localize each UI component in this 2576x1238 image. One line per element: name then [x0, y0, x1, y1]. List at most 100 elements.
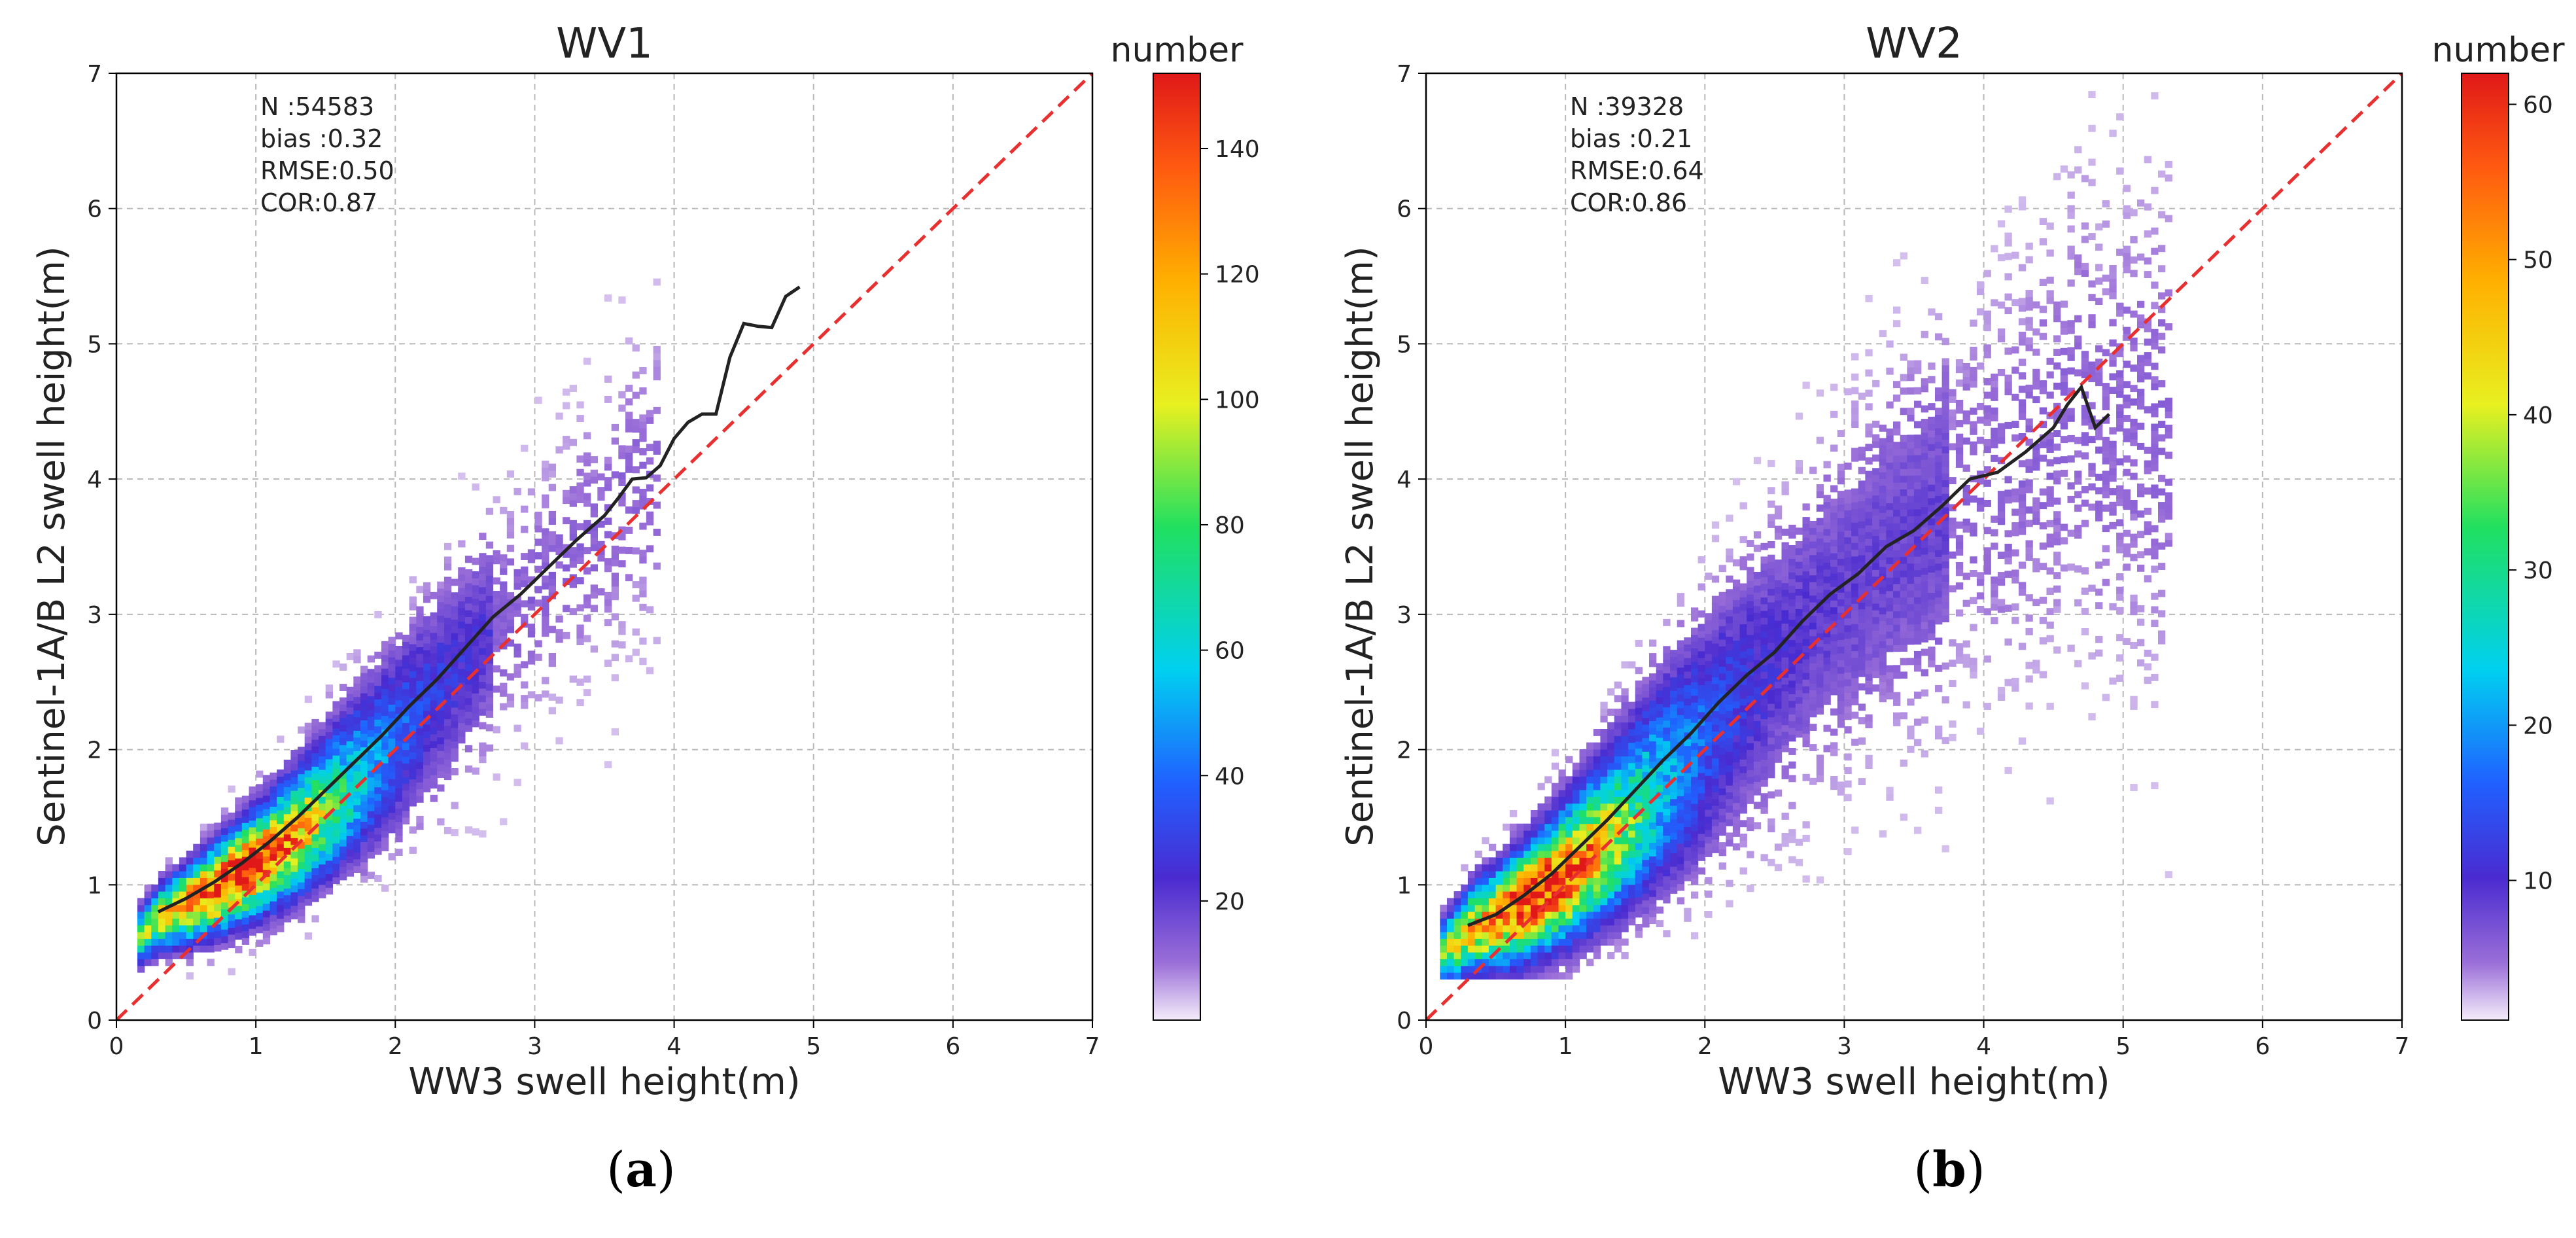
density-cell — [1830, 647, 1838, 655]
density-cell — [1579, 911, 1587, 919]
density-cell — [1851, 616, 1859, 624]
density-cell — [1997, 254, 2006, 262]
density-cell — [2053, 315, 2061, 323]
density-cell — [1705, 877, 1713, 885]
density-cell — [1788, 646, 1796, 654]
density-cell — [374, 712, 382, 720]
density-cell — [1788, 720, 1796, 728]
density-cell — [262, 862, 271, 870]
density-cell — [1865, 667, 1873, 675]
density-cell — [2025, 486, 2033, 493]
density-cell — [346, 741, 354, 749]
density-cell — [2123, 266, 2131, 274]
density-cell — [325, 880, 333, 888]
density-cell — [1516, 898, 1524, 906]
density-cell — [1900, 671, 1907, 679]
density-cell — [262, 883, 271, 891]
density-cell — [1921, 330, 1928, 338]
density-cell — [485, 589, 494, 596]
density-cell — [2081, 520, 2089, 527]
density-cell — [1739, 840, 1747, 848]
density-cell — [346, 734, 354, 741]
density-cell — [1865, 565, 1873, 573]
density-cell — [298, 889, 305, 896]
density-cell — [1656, 805, 1663, 813]
density-cell — [2011, 522, 2019, 529]
density-cell — [304, 797, 312, 805]
density-cell — [1677, 788, 1684, 796]
density-cell — [506, 531, 515, 539]
density-cell — [1949, 423, 1957, 431]
density-cell — [2053, 349, 2061, 356]
density-cell — [220, 889, 229, 896]
density-cell — [381, 810, 389, 818]
density-cell — [604, 477, 612, 484]
density-cell — [2130, 270, 2138, 277]
density-cell — [1642, 703, 1650, 711]
density-cell — [277, 877, 285, 885]
density-cell — [1691, 891, 1699, 899]
density-cell — [1495, 959, 1503, 966]
density-cell — [500, 628, 508, 636]
density-cell — [144, 918, 152, 926]
density-cell — [235, 811, 243, 819]
density-cell — [298, 801, 305, 808]
density-cell — [353, 777, 361, 785]
density-cell — [611, 674, 619, 682]
density-cell — [1830, 566, 1838, 574]
density-cell — [1900, 529, 1907, 537]
density-cell — [409, 691, 417, 699]
density-cell — [241, 910, 250, 918]
density-cell — [353, 649, 361, 657]
density-cell — [1600, 790, 1608, 797]
density-cell — [2130, 703, 2138, 710]
density-cell — [1718, 808, 1726, 816]
density-cell — [1900, 536, 1907, 544]
density-cell — [1837, 626, 1845, 633]
colorbar-tick-label: 20 — [1215, 889, 1245, 915]
density-cell — [381, 661, 389, 669]
density-cell — [1593, 904, 1601, 912]
density-cell — [1579, 843, 1587, 851]
density-cell — [1837, 700, 1845, 708]
density-cell — [653, 278, 661, 286]
density-cell — [464, 556, 473, 563]
density-cell — [416, 754, 424, 762]
density-cell — [353, 838, 361, 846]
density-cell — [569, 608, 577, 616]
density-cell — [137, 952, 145, 959]
density-cell — [1579, 783, 1587, 790]
density-cell — [430, 747, 438, 755]
density-cell — [1586, 756, 1594, 764]
density-cell — [2025, 290, 2033, 297]
density-cell — [513, 569, 521, 576]
density-cell — [1872, 563, 1880, 570]
density-cell — [542, 562, 549, 569]
density-cell — [283, 787, 292, 794]
density-cell — [2165, 539, 2172, 547]
density-cell — [2116, 546, 2124, 554]
density-cell — [2067, 367, 2075, 375]
density-cell — [2081, 438, 2089, 446]
density-cell — [1537, 830, 1545, 838]
density-cell — [311, 813, 319, 821]
density-cell — [1914, 590, 1922, 597]
density-cell — [437, 737, 445, 745]
density-cell — [1767, 818, 1775, 826]
density-cell — [2123, 415, 2131, 422]
density-cell — [1537, 932, 1545, 939]
density-cell — [1579, 952, 1587, 959]
density-cell — [1851, 488, 1859, 496]
density-cell — [1914, 502, 1922, 510]
density-cell — [367, 811, 375, 819]
density-cell — [2039, 502, 2047, 510]
density-cell — [1886, 570, 1894, 578]
density-cell — [1705, 728, 1713, 735]
density-cell — [1781, 698, 1789, 705]
density-cell — [179, 891, 187, 898]
density-cell — [1879, 661, 1887, 669]
density-cell — [1635, 883, 1643, 891]
density-cell — [1711, 745, 1720, 752]
density-cell — [1440, 938, 1448, 946]
density-cell — [1586, 884, 1594, 892]
